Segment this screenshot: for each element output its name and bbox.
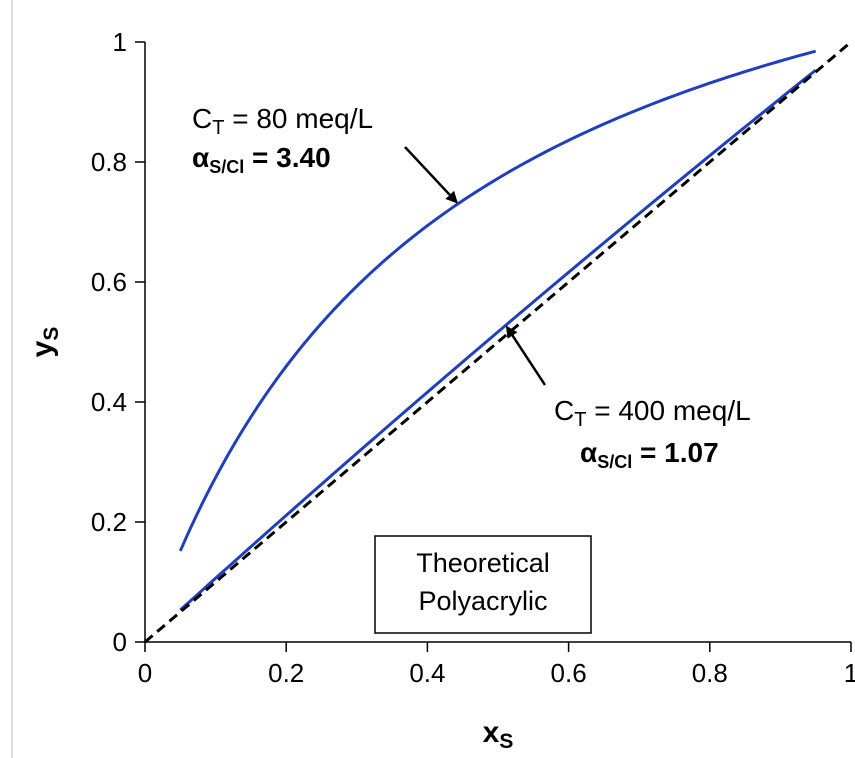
x-axis-label-sub: S (499, 730, 513, 753)
y-axis-label-sub: S (40, 327, 63, 341)
y-axis-label: yS (26, 327, 63, 358)
x-tick-label: 0.6 (551, 658, 587, 688)
y-tick-label: 0.4 (91, 387, 127, 417)
y-tick-label: 0.6 (91, 267, 127, 297)
x-tick-label: 1 (844, 658, 855, 688)
text-box-line1: Theoretical (416, 548, 550, 578)
text-box-frame (374, 535, 592, 634)
y-axis-label-main: y (26, 340, 59, 357)
x-tick-label: 0 (138, 658, 152, 688)
y-tick-label: 0 (113, 627, 127, 657)
y-tick-label: 1 (113, 27, 127, 57)
x-axis-label-main: x (483, 716, 500, 749)
annotation-ct-80: CT = 80 meq/L αS/Cl = 3.40 (192, 103, 458, 204)
x-axis-ticks: 0 0.2 0.4 0.6 0.8 1 (138, 642, 855, 688)
axes (144, 42, 851, 643)
annotation-ct-80-arrow (404, 146, 458, 204)
x-axis-label: xS (483, 716, 514, 753)
text-box-line2: Polyacrylic (418, 586, 547, 616)
x-tick-label: 0.2 (268, 658, 304, 688)
annotation-ct-400-line1: CT = 400 meq/L (554, 395, 751, 431)
reference-diagonal-line (144, 40, 852, 644)
x-tick-label: 0.4 (409, 658, 445, 688)
annotation-ct-80-line1: CT = 80 meq/L (192, 103, 373, 139)
series-curve-ct-80 (178, 49, 817, 552)
y-tick-label: 0.8 (91, 147, 127, 177)
annotation-ct-400-arrow (505, 325, 547, 386)
y-tick-label: 0.2 (91, 507, 127, 537)
series-curve-ct-400 (179, 68, 817, 612)
annotation-ct-400-line2: αS/Cl = 1.07 (580, 437, 719, 472)
annotation-ct-400: CT = 400 meq/L αS/Cl = 1.07 (505, 325, 751, 472)
theoretical-polyacrylic-box: Theoretical Polyacrylic (374, 535, 592, 634)
y-axis-ticks: 0 0.2 0.4 0.6 0.8 1 (91, 27, 145, 657)
x-tick-label: 0.8 (692, 658, 728, 688)
annotation-ct-80-line2: αS/Cl = 3.40 (192, 142, 331, 177)
